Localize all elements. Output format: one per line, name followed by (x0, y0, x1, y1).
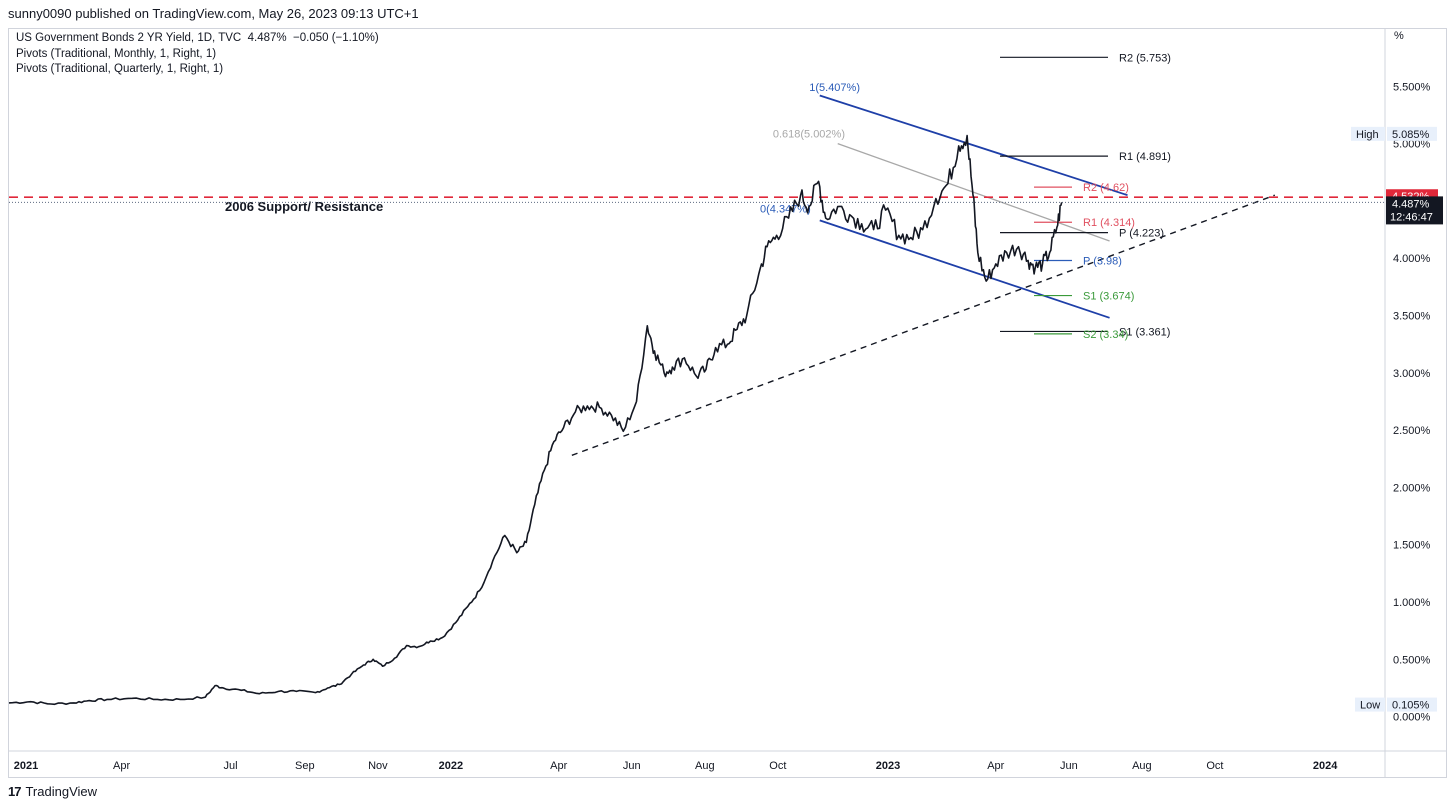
last-price-badge (1386, 196, 1443, 225)
x-tick-label: Jul (224, 760, 238, 772)
x-tick-label: Nov (368, 760, 388, 772)
low-value-label: 0.105% (1392, 700, 1430, 712)
chart-legend: US Government Bonds 2 YR Yield, 1D, TVC … (16, 31, 379, 78)
x-tick-label: Aug (695, 760, 715, 772)
y-tick-label: 4.000% (1393, 253, 1431, 265)
quarterly-pivot-label: P (4.223) (1119, 228, 1164, 240)
chart-frame (8, 28, 1447, 778)
legend-symbol-name: US Government Bonds 2 YR Yield, 1D, TVC (16, 32, 242, 44)
x-tick-label: Oct (1206, 760, 1223, 772)
monthly-pivot-label: R2 (4.62) (1083, 182, 1129, 194)
legend-pivots-quarterly[interactable]: Pivots (Traditional, Quarterly, 1, Right… (16, 63, 224, 75)
tradingview-logo-icon: 17 (8, 784, 22, 799)
x-tick-label: Jun (1060, 760, 1078, 772)
quarterly-pivot-label: R1 (4.891) (1119, 151, 1171, 163)
x-tick-label: Oct (769, 760, 786, 772)
channel-upper-line (819, 94, 1128, 197)
fib-level-label: 1(5.407%) (809, 82, 860, 94)
legend-change: −0.050 (−1.10%) (293, 32, 379, 44)
publisher-line: sunny0090 published on TradingView.com, … (8, 6, 419, 21)
y-tick-label: 0.000% (1393, 712, 1431, 724)
monthly-pivot-label: S2 (3.34) (1083, 329, 1128, 341)
legend-last-value: 4.487% (247, 32, 287, 44)
y-tick-label: 3.000% (1393, 368, 1431, 380)
y-tick-label: 1.500% (1393, 540, 1431, 552)
x-tick-label: 2022 (439, 760, 463, 772)
y-tick-label: 0.500% (1393, 654, 1431, 666)
x-tick-label: Apr (987, 760, 1004, 772)
y-tick-label: 2.500% (1393, 425, 1431, 437)
x-tick-label: Jun (623, 760, 641, 772)
channel-lower-line (819, 219, 1110, 319)
y-tick-label: 2.000% (1393, 482, 1431, 494)
low-tag-bg (1355, 697, 1385, 712)
high-tag-bg (1351, 126, 1385, 141)
quarterly-pivot-label: S1 (3.361) (1119, 326, 1170, 338)
x-tick-label: Apr (550, 760, 567, 772)
monthly-pivot-label: S1 (3.674) (1083, 291, 1134, 303)
fib-level-label: 0(4.347%) (760, 203, 811, 215)
axis-unit-label: % (1394, 30, 1404, 42)
x-tick-label: Sep (295, 760, 315, 772)
x-tick-label: Apr (113, 760, 130, 772)
quarterly-pivot-label: R2 (5.753) (1119, 52, 1171, 64)
low-tag-label: Low (1360, 700, 1380, 712)
x-tick-label: 2023 (876, 760, 900, 772)
low-value-bg (1387, 697, 1437, 712)
fib-level-label: 0.618(5.002%) (773, 128, 845, 140)
footer-brand-label: TradingView (25, 784, 98, 799)
footer-brand[interactable]: 17 TradingView (8, 784, 97, 799)
high-tag-label: High (1356, 129, 1379, 141)
monthly-pivot-label: R1 (4.314) (1083, 217, 1135, 229)
rising-support-trendline (571, 194, 1276, 456)
x-tick-label: 2024 (1313, 760, 1338, 772)
legend-symbol-row[interactable]: US Government Bonds 2 YR Yield, 1D, TVC … (16, 31, 379, 47)
high-value-label: 5.085% (1392, 129, 1430, 141)
x-tick-label: Aug (1132, 760, 1152, 772)
fib-retracement-line (837, 142, 1110, 242)
last-price-badge-label: 4.487% (1392, 198, 1430, 210)
support-resistance-label: 2006 Support/ Resistance (225, 199, 383, 214)
x-tick-label: 2021 (14, 760, 38, 772)
y-tick-label: 1.000% (1393, 597, 1431, 609)
y-tick-label: 3.500% (1393, 311, 1431, 323)
high-value-bg (1387, 126, 1437, 141)
last-price-badge-time: 12:46:47 (1390, 211, 1433, 223)
y-tick-label: 5.000% (1393, 139, 1431, 151)
legend-pivots-monthly[interactable]: Pivots (Traditional, Monthly, 1, Right, … (16, 47, 217, 60)
monthly-pivot-label: P (3.98) (1083, 255, 1122, 267)
y-tick-label: 5.500% (1393, 81, 1431, 93)
price-series-line (8, 134, 1063, 706)
